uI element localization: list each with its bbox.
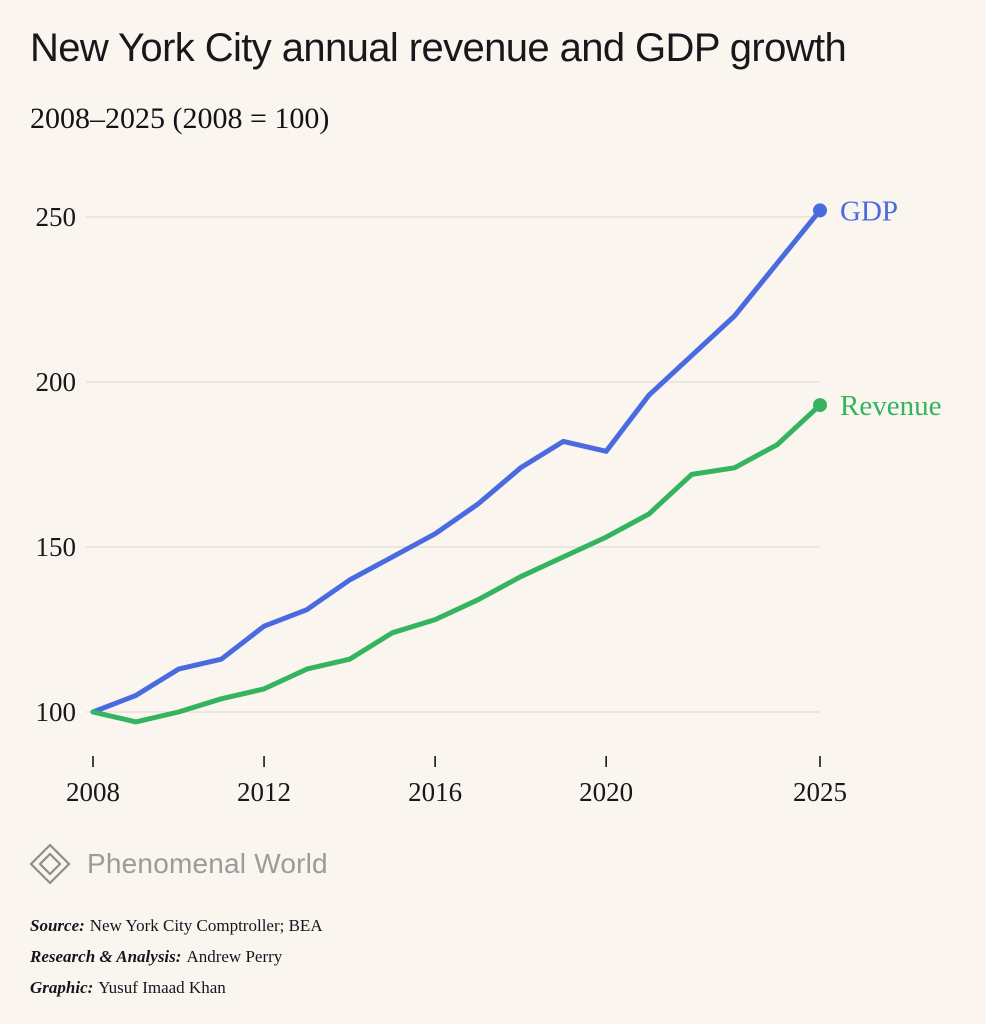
credit-source: Source: New York City Comptroller; BEA: [30, 915, 323, 938]
y-tick-label: 150: [36, 532, 77, 562]
series-label-revenue: Revenue: [840, 390, 941, 422]
credits: Source: New York City Comptroller; BEA Re…: [30, 915, 323, 1008]
credit-research-label: Research & Analysis:: [30, 946, 182, 966]
credit-research: Research & Analysis: Andrew Perry: [30, 946, 323, 969]
credit-graphic: Graphic: Yusuf Imaad Khan: [30, 977, 323, 1000]
credit-research-text: Andrew Perry: [186, 946, 283, 966]
page-subtitle: 2008–2025 (2008 = 100): [30, 102, 330, 135]
logo-text: Phenomenal World: [87, 848, 328, 879]
page-title: New York City annual revenue and GDP gro…: [30, 26, 847, 70]
credit-graphic-label: Graphic:: [30, 977, 94, 997]
series-line-gdp: [90, 207, 823, 715]
series-line-revenue: [90, 402, 823, 725]
x-tick-label: 2012: [237, 777, 291, 807]
series-end-dot-revenue: [813, 398, 827, 413]
y-tick-label: 250: [36, 202, 77, 232]
series-label-gdp: GDP: [840, 195, 898, 227]
y-tick-label: 200: [36, 367, 77, 397]
x-tick-label: 2020: [579, 777, 633, 807]
phenomenal-world-logo-icon: [29, 843, 71, 885]
credit-source-text: New York City Comptroller; BEA: [89, 916, 323, 935]
credit-graphic-text: Yusuf Imaad Khan: [98, 977, 226, 997]
credit-source-label: Source:: [30, 916, 85, 935]
line-chart: 100 150 200 250 2008 2012 2016 2020 2025 GDP Reven…: [0, 150, 986, 820]
x-tick-label: 2025: [793, 777, 847, 807]
branding: Phenomenal World: [28, 842, 328, 886]
series-end-dot-gdp: [813, 203, 827, 218]
y-tick-label: 100: [36, 697, 77, 727]
x-tick-label: 2008: [66, 777, 120, 807]
x-tick-label: 2016: [408, 777, 462, 807]
chart-canvas: 100 150 200 250 2008 2012 2016 2020 2025 GDP Reven…: [36, 195, 942, 807]
